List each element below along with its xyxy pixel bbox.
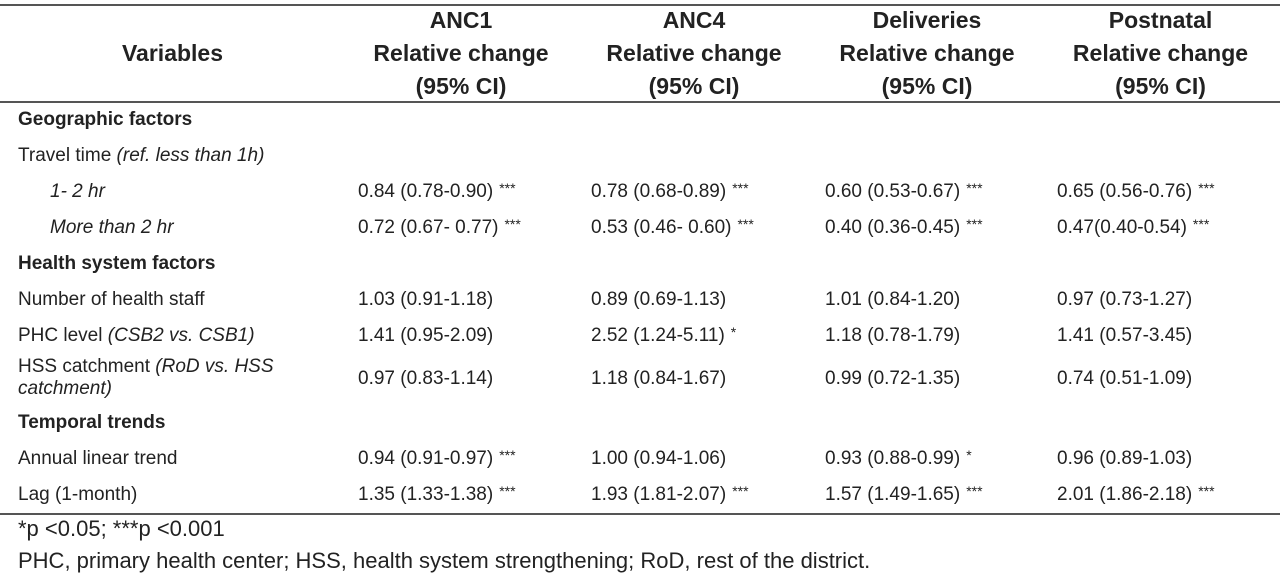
significance-note: *p <0.05; ***p <0.001: [18, 516, 225, 541]
table-row-hss-catchment: HSS catchment (RoD vs. HSS catchment) 0.…: [0, 352, 1280, 406]
header-deliveries: Deliveries Relative change (95% CI): [839, 7, 1015, 99]
section-row-health-system: Health system factors: [0, 246, 1280, 282]
section-label: Geographic factors: [18, 109, 193, 130]
table-row-1-2-hr: 1- 2 hr 0.84 (0.78-0.90) *** 0.78 (0.68-0…: [0, 174, 1280, 210]
abbreviations-note: PHC, primary health center; HSS, health …: [18, 548, 871, 573]
cell-anc1: 1.41 (0.95-2.09): [358, 325, 494, 346]
cell-postnatal: 0.65 (0.56-0.76) ***: [1057, 180, 1215, 202]
cell-anc1: 1.03 (0.91-1.18): [358, 289, 494, 310]
table-row-phc-level: PHC level (CSB2 vs. CSB1) 1.41 (0.95-2.0…: [0, 318, 1280, 354]
table-bottom-rule: [0, 513, 1280, 515]
row-label: Travel time (ref. less than 1h): [18, 145, 265, 166]
row-label: Annual linear trend: [18, 448, 178, 469]
row-label: Number of health staff: [18, 289, 205, 310]
cell-postnatal: 2.01 (1.86-2.18) ***: [1057, 483, 1215, 505]
table-row-more-than-2-hr: More than 2 hr 0.72 (0.67- 0.77) *** 0.53…: [0, 210, 1280, 246]
cell-anc4: 0.78 (0.68-0.89) ***: [591, 180, 749, 202]
cell-postnatal: 0.96 (0.89-1.03): [1057, 448, 1193, 469]
cell-anc4: 2.52 (1.24-5.11) *: [591, 324, 737, 346]
row-label: HSS catchment (RoD vs. HSS catchment): [18, 356, 274, 399]
section-row-temporal: Temporal trends: [0, 405, 1280, 441]
cell-anc4: 1.18 (0.84-1.67): [591, 368, 727, 389]
cell-anc4: 0.53 (0.46- 0.60) ***: [591, 216, 754, 238]
row-label: PHC level (CSB2 vs. CSB1): [18, 325, 255, 346]
row-label: More than 2 hr: [50, 217, 174, 238]
cell-postnatal: 0.47(0.40-0.54) ***: [1057, 216, 1210, 238]
cell-anc4: 1.00 (0.94-1.06): [591, 448, 727, 469]
cell-postnatal: 1.41 (0.57-3.45): [1057, 325, 1193, 346]
cell-anc1: 0.84 (0.78-0.90) ***: [358, 180, 516, 202]
cell-anc4: 1.93 (1.81-2.07) ***: [591, 483, 749, 505]
table-row-annual-trend: Annual linear trend 0.94 (0.91-0.97) *** …: [0, 441, 1280, 477]
cell-deliveries: 0.93 (0.88-0.99) *: [825, 447, 972, 469]
cell-deliveries: 0.99 (0.72-1.35): [825, 368, 961, 389]
header-variables: Variables: [121, 40, 224, 66]
cell-deliveries: 1.01 (0.84-1.20): [825, 289, 961, 310]
header-bottom-rule: [0, 101, 1280, 103]
cell-deliveries: 0.40 (0.36-0.45) ***: [825, 216, 983, 238]
row-label: Lag (1-month): [18, 484, 138, 505]
table-header: Variables ANC1 Relative change (95% CI) …: [0, 6, 1280, 101]
cell-postnatal: 0.74 (0.51-1.09): [1057, 368, 1193, 389]
header-postnatal: Postnatal Relative change (95% CI): [1072, 7, 1249, 99]
cell-anc4: 0.89 (0.69-1.13): [591, 289, 727, 310]
header-anc4: ANC4 Relative change (95% CI): [606, 7, 782, 99]
table-top-rule: [0, 4, 1280, 6]
cell-anc1: 0.72 (0.67- 0.77) ***: [358, 216, 521, 238]
cell-anc1: 0.94 (0.91-0.97) ***: [358, 447, 516, 469]
table-row-lag: Lag (1-month) 1.35 (1.33-1.38) *** 1.93 (…: [0, 477, 1280, 513]
cell-deliveries: 0.60 (0.53-0.67) ***: [825, 180, 983, 202]
section-label: Temporal trends: [18, 412, 166, 433]
section-label: Health system factors: [18, 253, 216, 274]
cell-anc1: 0.97 (0.83-1.14): [358, 368, 494, 389]
section-row-geographic: Geographic factors: [0, 102, 1280, 138]
cell-deliveries: 1.18 (0.78-1.79): [825, 325, 961, 346]
cell-deliveries: 1.57 (1.49-1.65) ***: [825, 483, 983, 505]
table-row-health-staff: Number of health staff 1.03 (0.91-1.18) …: [0, 282, 1280, 318]
cell-anc1: 1.35 (1.33-1.38) ***: [358, 483, 516, 505]
header-anc1: ANC1 Relative change (95% CI): [373, 7, 549, 99]
table-row-travel-time: Travel time (ref. less than 1h): [0, 138, 1280, 174]
row-label: 1- 2 hr: [50, 181, 105, 202]
cell-postnatal: 0.97 (0.73-1.27): [1057, 289, 1193, 310]
